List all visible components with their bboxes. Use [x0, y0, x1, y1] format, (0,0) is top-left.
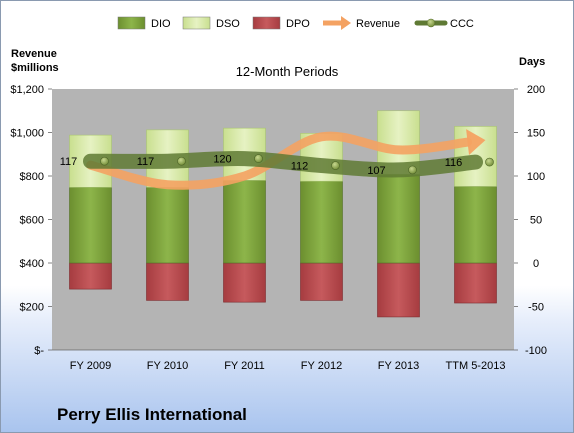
right-axis-label: Days [519, 56, 545, 68]
ccc-data-label: 116 [445, 157, 463, 169]
legend-label: Revenue [356, 18, 400, 30]
legend-label: CCC [450, 18, 474, 30]
dio-bar [69, 187, 112, 264]
left-tick-label: $1,200 [10, 84, 44, 96]
dpo-bar [377, 262, 420, 318]
chart-title: 12-Month Periods [236, 64, 339, 79]
ccc-series: 117 117 120 112 107 116 [60, 150, 494, 178]
left-tick-label: $800 [20, 171, 44, 183]
legend-swatch [182, 16, 211, 30]
legend-swatch [117, 16, 146, 30]
x-tick-label: FY 2011 [224, 360, 265, 372]
left-tick-label: $600 [20, 215, 44, 227]
legend: DIO DSO DPO Revenue CCC [117, 16, 474, 30]
axes: $- $200 $400 $600 $800 $1,000 $1,200 -100 -50 0 50… [10, 84, 547, 372]
dpo-bar [454, 262, 497, 304]
dpo-bar [223, 262, 266, 303]
left-tick-label: $- [34, 345, 44, 357]
right-tick-label: -100 [525, 345, 547, 357]
x-tick-label: FY 2010 [147, 360, 188, 372]
ccc-data-label: 117 [137, 156, 155, 168]
ccc-data-label: 112 [291, 161, 309, 173]
ccc-point [408, 165, 417, 175]
ccc-data-label: 120 [213, 154, 231, 166]
ccc-data-label: 107 [367, 165, 385, 177]
legend-swatch [252, 16, 281, 30]
x-tick-label: FY 2013 [378, 360, 419, 372]
x-tick-label: FY 2012 [301, 360, 342, 372]
right-tick-label: 0 [533, 258, 539, 270]
dio-bar [454, 186, 497, 264]
revenue-series [86, 129, 486, 190]
x-tick-label: TTM 5-2013 [446, 360, 506, 372]
legend-swatch [341, 16, 351, 30]
plot-area [52, 89, 514, 350]
ccc-point [331, 161, 340, 170]
dio-bar [223, 180, 266, 264]
legend-label: DPO [286, 18, 310, 30]
dpo-bar [300, 262, 343, 301]
company-name: Perry Ellis International [57, 405, 247, 424]
ccc-point [177, 156, 186, 166]
ccc-point [254, 154, 263, 163]
dio-bar [300, 180, 343, 264]
left-axis-label-line1: Revenue [11, 48, 57, 60]
legend-label: DIO [151, 18, 171, 30]
dpo-bar [69, 262, 112, 290]
left-axis-label-line2: $millions [11, 62, 59, 74]
dio-bar [377, 173, 420, 264]
ccc-data-label: 117 [60, 156, 78, 168]
legend-label: DSO [216, 18, 240, 30]
ccc-point [100, 156, 109, 166]
x-tick-label: FY 2009 [70, 360, 111, 372]
right-tick-label: 50 [530, 215, 542, 227]
ccc-point [485, 157, 494, 167]
bars [69, 110, 497, 318]
legend-swatch [426, 18, 436, 28]
left-tick-label: $400 [20, 258, 44, 270]
revenue-line [86, 131, 473, 190]
dio-bar [146, 187, 189, 264]
right-tick-label: 200 [527, 84, 545, 96]
revenue-arrowhead [466, 129, 486, 156]
ccc-line [83, 150, 483, 178]
right-tick-label: -50 [528, 302, 544, 314]
left-tick-label: $1,000 [10, 128, 44, 140]
dpo-bar [146, 262, 189, 301]
right-tick-label: 100 [527, 171, 545, 183]
left-tick-label: $200 [20, 302, 44, 314]
right-tick-label: 150 [527, 128, 545, 140]
